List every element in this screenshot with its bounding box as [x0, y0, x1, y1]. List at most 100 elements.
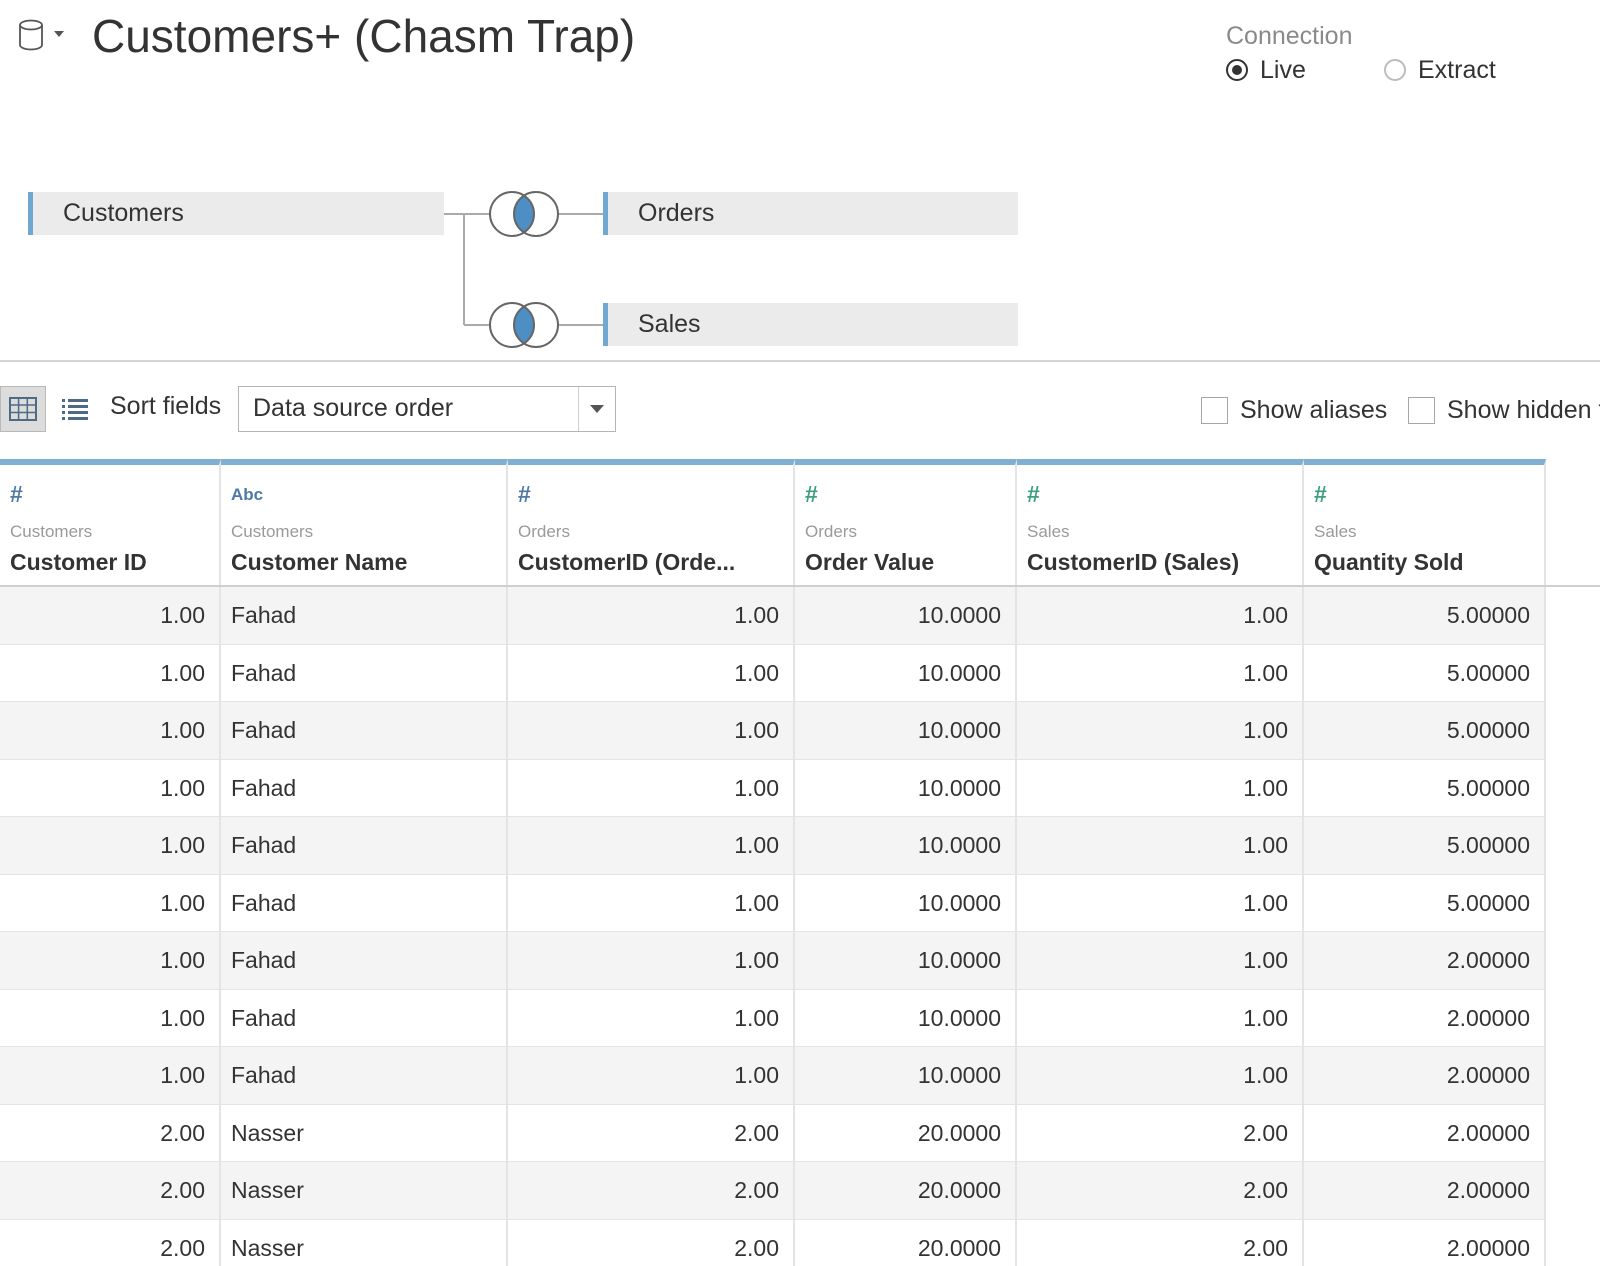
table-pill-label: Sales — [638, 310, 701, 338]
cell-customerid-sales: 2.00 — [1017, 1104, 1304, 1161]
table-pill-customers[interactable]: Customers — [28, 192, 444, 235]
cell-customerid-sales: 1.00 — [1017, 644, 1304, 701]
cell-customer-name: Fahad — [221, 932, 508, 989]
table-row: 1.00 Fahad 1.00 10.0000 1.00 2.00000 — [0, 1047, 1546, 1105]
cell-customerid-sales: 2.00 — [1017, 1162, 1304, 1219]
inner-join-icon-sales[interactable] — [486, 300, 562, 350]
table-pill-sales[interactable]: Sales — [603, 303, 1018, 346]
number-type-icon[interactable]: # — [10, 481, 23, 507]
cell-quantity-sold: 5.00000 — [1304, 874, 1546, 931]
cell-order-value: 10.0000 — [795, 644, 1017, 701]
checkbox-unchecked-icon[interactable] — [1408, 396, 1435, 424]
column-name[interactable]: Order Value — [805, 549, 935, 575]
column-name[interactable]: Customer Name — [231, 549, 408, 575]
table-pill-orders[interactable]: Orders — [603, 192, 1018, 235]
inner-join-icon-orders[interactable] — [486, 189, 562, 239]
number-type-icon[interactable]: # — [1027, 481, 1040, 507]
cell-customer-id: 1.00 — [0, 874, 221, 931]
table-row: 2.00 Nasser 2.00 20.0000 2.00 2.00000 — [0, 1104, 1546, 1162]
column-header-customerid-sales[interactable]: # Sales CustomerID (Sales) — [1017, 459, 1304, 585]
list-view-button[interactable] — [58, 389, 92, 429]
column-source-table: Orders — [518, 522, 570, 541]
dropdown-arrow-icon[interactable] — [578, 387, 615, 431]
cell-customerid-sales: 1.00 — [1017, 702, 1304, 759]
connection-live-radio[interactable]: Live — [1226, 54, 1306, 86]
table-row: 1.00 Fahad 1.00 10.0000 1.00 5.00000 — [0, 702, 1546, 760]
canvas-divider — [0, 360, 1600, 362]
cell-order-value: 10.0000 — [795, 932, 1017, 989]
column-name[interactable]: Quantity Sold — [1314, 549, 1464, 575]
column-source-table: Sales — [1027, 522, 1070, 541]
cell-order-value: 20.0000 — [795, 1219, 1017, 1266]
number-type-icon[interactable]: # — [805, 481, 818, 507]
cell-customer-id: 2.00 — [0, 1104, 221, 1161]
cell-customerid-orders: 1.00 — [508, 874, 795, 931]
cell-customerid-sales: 1.00 — [1017, 1047, 1304, 1104]
cell-customer-id: 1.00 — [0, 1047, 221, 1104]
cell-customerid-orders: 1.00 — [508, 932, 795, 989]
grid-header: # Customers Customer ID Abc Customers Custome… — [0, 459, 1600, 587]
cell-customerid-sales: 1.00 — [1017, 932, 1304, 989]
database-cylinder-icon[interactable] — [18, 18, 68, 52]
cell-customer-name: Fahad — [221, 644, 508, 701]
cell-quantity-sold: 2.00000 — [1304, 1047, 1546, 1104]
cell-customer-name: Fahad — [221, 759, 508, 816]
cell-quantity-sold: 2.00000 — [1304, 932, 1546, 989]
cell-customerid-orders: 1.00 — [508, 644, 795, 701]
connection-extract-label: Extract — [1418, 55, 1496, 84]
cell-customer-id: 1.00 — [0, 932, 221, 989]
cell-order-value: 20.0000 — [795, 1162, 1017, 1219]
cell-customer-name: Fahad — [221, 587, 508, 644]
cell-customerid-sales: 1.00 — [1017, 759, 1304, 816]
show-hidden-fields-checkbox[interactable]: Show hidden f — [1408, 394, 1600, 426]
cell-customer-name: Nasser — [221, 1219, 508, 1266]
cell-customer-id: 1.00 — [0, 759, 221, 816]
cell-customerid-orders: 1.00 — [508, 587, 795, 644]
column-name[interactable]: CustomerID (Orde... — [518, 549, 736, 575]
number-type-icon[interactable]: # — [518, 481, 531, 507]
cell-quantity-sold: 2.00000 — [1304, 1219, 1546, 1266]
cell-customerid-sales: 1.00 — [1017, 587, 1304, 644]
grid-view-button[interactable] — [0, 386, 46, 432]
list-icon — [62, 399, 88, 420]
cell-quantity-sold: 2.00000 — [1304, 1162, 1546, 1219]
cell-customer-name: Fahad — [221, 817, 508, 874]
table-pill-label: Orders — [638, 199, 715, 227]
cell-quantity-sold: 5.00000 — [1304, 702, 1546, 759]
cell-customer-id: 1.00 — [0, 702, 221, 759]
table-row: 1.00 Fahad 1.00 10.0000 1.00 5.00000 — [0, 644, 1546, 702]
sort-fields-dropdown[interactable]: Data source order — [238, 386, 616, 432]
checkbox-unchecked-icon[interactable] — [1201, 396, 1228, 424]
number-type-icon[interactable]: # — [1314, 481, 1327, 507]
cell-customerid-sales: 1.00 — [1017, 817, 1304, 874]
column-source-table: Customers — [10, 522, 93, 541]
radio-selected-icon[interactable] — [1226, 59, 1248, 81]
string-type-icon[interactable]: Abc — [231, 485, 264, 504]
page-title[interactable]: Customers+ (Chasm Trap) — [92, 10, 636, 62]
column-source-table: Customers — [231, 522, 314, 541]
radio-unselected-icon[interactable] — [1384, 59, 1406, 81]
table-row: 1.00 Fahad 1.00 10.0000 1.00 5.00000 — [0, 874, 1546, 932]
cell-quantity-sold: 5.00000 — [1304, 587, 1546, 644]
column-source-table: Orders — [805, 522, 857, 541]
column-header-customer-name[interactable]: Abc Customers Customer Name — [221, 459, 508, 585]
table-row: 2.00 Nasser 2.00 20.0000 2.00 2.00000 — [0, 1162, 1546, 1220]
cell-quantity-sold: 2.00000 — [1304, 1104, 1546, 1161]
column-header-quantity-sold[interactable]: # Sales Quantity Sold — [1304, 459, 1546, 585]
cell-customerid-orders: 2.00 — [508, 1162, 795, 1219]
table-row: 1.00 Fahad 1.00 10.0000 1.00 5.00000 — [0, 587, 1546, 645]
cell-customer-id: 1.00 — [0, 989, 221, 1046]
cell-customerid-orders: 1.00 — [508, 759, 795, 816]
column-header-order-value[interactable]: # Orders Order Value — [795, 459, 1017, 585]
sort-fields-value: Data source order — [253, 394, 454, 422]
column-header-customerid-orders[interactable]: # Orders CustomerID (Orde... — [508, 459, 795, 585]
table-row: 2.00 Nasser 2.00 20.0000 2.00 2.00000 — [0, 1219, 1546, 1266]
column-header-customer-id[interactable]: # Customers Customer ID — [0, 459, 221, 585]
connection-label: Connection — [1226, 22, 1353, 50]
connection-extract-radio[interactable]: Extract — [1384, 54, 1496, 86]
show-aliases-checkbox[interactable]: Show aliases — [1201, 394, 1387, 426]
column-name[interactable]: Customer ID — [10, 549, 147, 575]
column-name[interactable]: CustomerID (Sales) — [1027, 549, 1240, 575]
cell-customerid-orders: 1.00 — [508, 817, 795, 874]
